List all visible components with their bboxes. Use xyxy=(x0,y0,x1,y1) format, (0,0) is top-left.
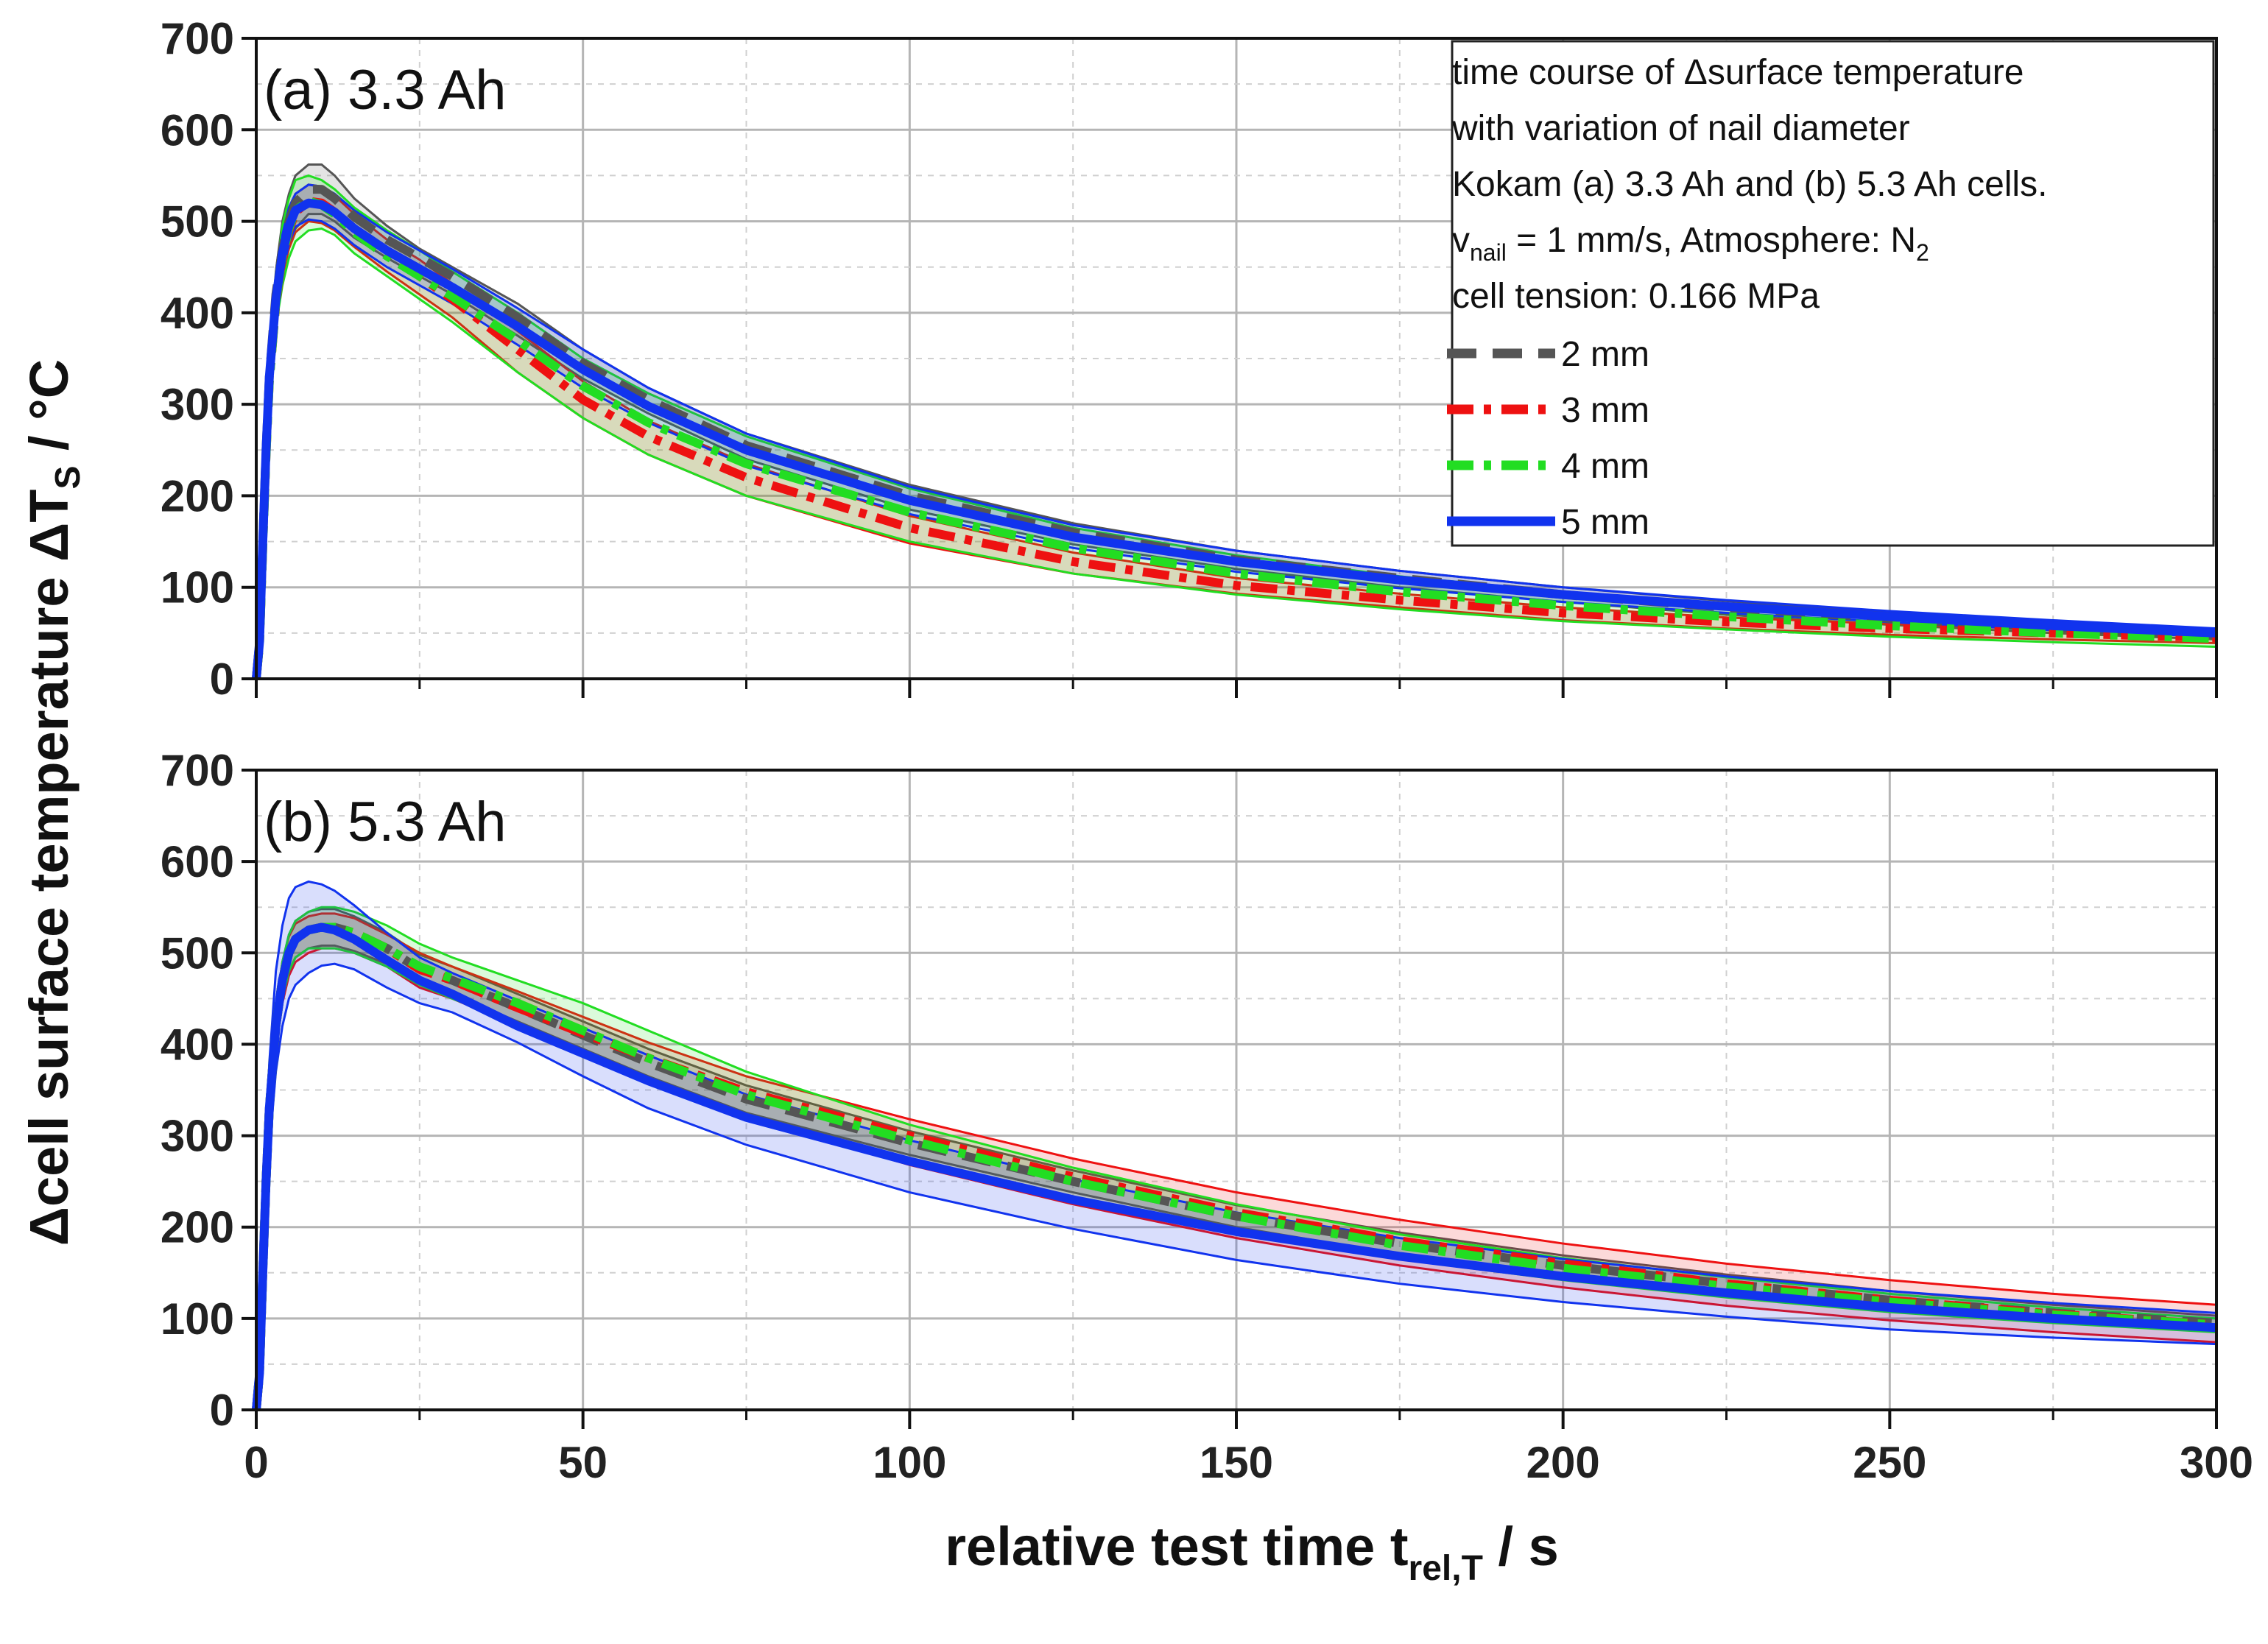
panel-b-band-upper-5mm xyxy=(255,880,2217,1411)
y-axis-label-sub: S xyxy=(49,466,88,490)
panel-a-ytick-label-0: 0 xyxy=(210,655,234,704)
panel-a-ytick-label-700: 700 xyxy=(161,14,234,63)
x-axis-label-sub: rel,T xyxy=(1409,1549,1483,1588)
legend-box xyxy=(1451,40,2215,547)
legend-entry-5mm: 5 mm xyxy=(1561,503,1649,542)
panel-a-ytick-label-500: 500 xyxy=(161,197,234,247)
panel-b-band-5mm xyxy=(256,881,2216,1410)
panel-a-title: (a) 3.3 Ah xyxy=(264,59,507,121)
x-axis-label-unit: / s xyxy=(1483,1516,1559,1577)
legend-vnail-rest: = 1 mm/s, Atmosphere: N xyxy=(1507,221,1916,260)
panel-a-line-5mm xyxy=(252,198,2217,680)
legend-vnail-prefix: v xyxy=(1452,221,1470,260)
panel-a-ytick-label-400: 400 xyxy=(161,289,234,338)
legend-line-2: with variation of nail diameter xyxy=(1451,109,1910,148)
panel-b-line-5mm xyxy=(252,922,2217,1411)
panel-b-band-2mm xyxy=(256,909,2216,1410)
panel-b-title: (b) 5.3 Ah xyxy=(264,791,507,853)
panel-b-band-3mm xyxy=(256,913,2216,1410)
legend-entry-4mm: 4 mm xyxy=(1561,447,1649,486)
y-axis-label-main: Δcell surface temperature ΔT xyxy=(18,490,80,1246)
legend: time course of Δsurface temperature with… xyxy=(1447,40,2215,547)
panel-b-xtick-label-200: 200 xyxy=(1526,1438,1600,1487)
legend-line-3: Kokam (a) 3.3 Ah and (b) 5.3 Ah cells. xyxy=(1452,165,2047,204)
panel-b-ytick-label-400: 400 xyxy=(161,1020,234,1069)
legend-vnail-sub: nail xyxy=(1470,239,1507,266)
panel-b-ytick-label-500: 500 xyxy=(161,928,234,978)
panel-b-ytick-label-700: 700 xyxy=(161,746,234,795)
panel-b-xtick-label-300: 300 xyxy=(2180,1438,2253,1487)
panel-a-ytick-label-600: 600 xyxy=(161,105,234,155)
legend-entry-2mm: 2 mm xyxy=(1561,335,1649,374)
panel-a-ytick-label-300: 300 xyxy=(161,380,234,429)
panel-b-xtick-label-250: 250 xyxy=(1853,1438,1926,1487)
panel-b-ytick-label-0: 0 xyxy=(210,1386,234,1435)
legend-line-5: cell tension: 0.166 MPa xyxy=(1452,277,1820,316)
panel-b-ytick-label-300: 300 xyxy=(161,1112,234,1161)
panel-b: 0 50 100 150 200 250 300 0 100 200 300 400 500 600 700… xyxy=(161,746,2253,1487)
panel-b-xtick-label-0: 0 xyxy=(244,1438,268,1487)
panel-b-ytick-label-200: 200 xyxy=(161,1203,234,1252)
y-axis-label-unit: / °C xyxy=(18,359,80,466)
panel-b-xtick-label-150: 150 xyxy=(1200,1438,1273,1487)
legend-n2-sub: 2 xyxy=(1916,239,1929,266)
panel-b-band-4mm xyxy=(256,907,2216,1410)
panel-b-line-4mm xyxy=(252,922,2217,1411)
legend-line-1: time course of Δsurface temperature xyxy=(1452,53,2024,92)
x-axis-label: relative test time trel,T / s xyxy=(945,1516,1558,1588)
panel-b-xtick-label-100: 100 xyxy=(873,1438,946,1487)
panel-b-ytick-label-600: 600 xyxy=(161,837,234,886)
legend-entry-3mm: 3 mm xyxy=(1561,391,1649,430)
panel-a-ytick-label-100: 100 xyxy=(161,563,234,613)
panel-a-ytick-label-200: 200 xyxy=(161,471,234,521)
panel-b-ytick-label-100: 100 xyxy=(161,1294,234,1344)
legend-line-4: vnail = 1 mm/s, Atmosphere: N2 xyxy=(1452,221,1929,266)
y-axis-label: Δcell surface temperature ΔTS / °C xyxy=(18,359,88,1246)
x-axis-label-main: relative test time t xyxy=(945,1516,1408,1577)
panel-b-xtick-label-50: 50 xyxy=(558,1438,608,1487)
